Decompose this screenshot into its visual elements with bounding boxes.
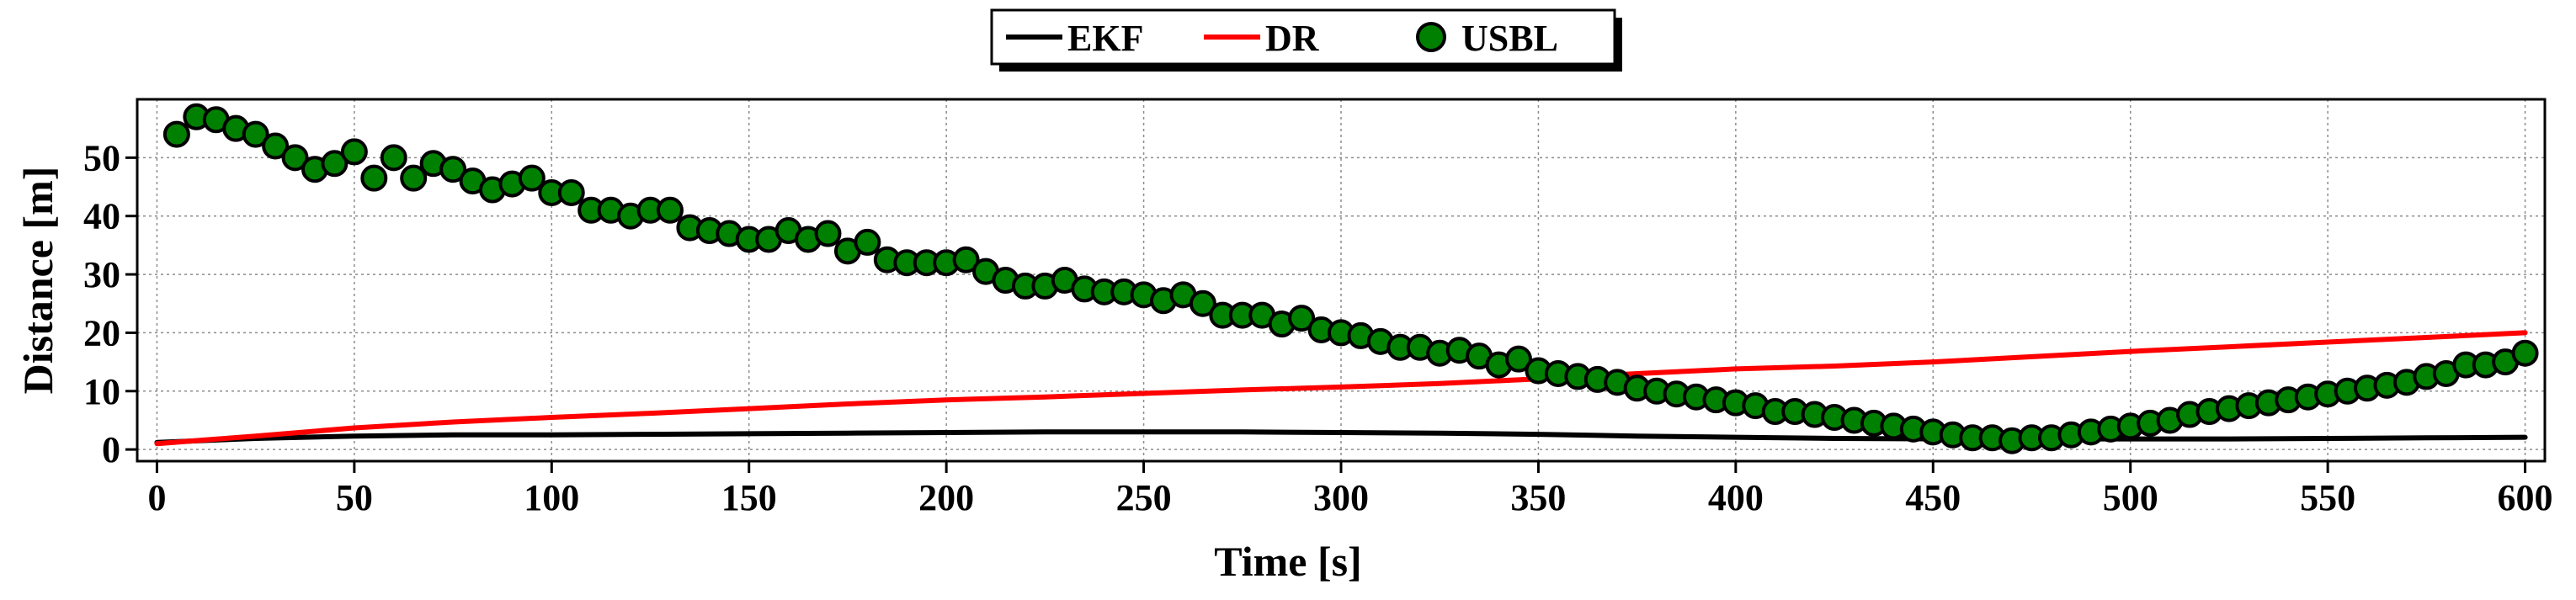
series-point-usbl bbox=[1288, 305, 1316, 332]
usbl-markers bbox=[162, 103, 2539, 454]
series-point-usbl bbox=[242, 120, 269, 148]
series-point-usbl bbox=[2511, 339, 2539, 367]
series-point-usbl bbox=[854, 228, 881, 256]
y-tick-label: 10 bbox=[83, 371, 120, 412]
series-point-usbl bbox=[281, 144, 309, 172]
series-point-usbl bbox=[439, 156, 467, 183]
legend-label-usbl: USBL bbox=[1461, 18, 1558, 59]
series-point-usbl bbox=[400, 164, 428, 192]
legend-frame bbox=[990, 8, 1616, 66]
series-point-usbl bbox=[360, 164, 388, 192]
x-tick-label: 100 bbox=[524, 477, 579, 518]
y-tick-label: 0 bbox=[102, 429, 120, 470]
legend: EKF DR USBL bbox=[990, 8, 1622, 72]
x-tick-label: 400 bbox=[1708, 477, 1764, 518]
series-line-dr bbox=[154, 330, 2528, 447]
series-point-usbl bbox=[952, 246, 980, 273]
series-point-usbl bbox=[162, 120, 190, 148]
y-tick-label: 40 bbox=[83, 196, 120, 237]
y-tick-label: 30 bbox=[83, 254, 120, 295]
x-axis-ticks: 0 50 100 150 200 250 300 350 400 450 500 550 600 bbox=[147, 461, 2553, 518]
legend-label-ekf: EKF bbox=[1067, 18, 1143, 59]
x-tick-label: 600 bbox=[2498, 477, 2553, 518]
y-tick-label: 20 bbox=[83, 312, 120, 353]
y-tick-label: 50 bbox=[83, 137, 120, 178]
plot-area: 0 50 100 150 200 250 300 350 400 450 500 550 600 0 10… bbox=[83, 98, 2553, 518]
x-tick-label: 300 bbox=[1313, 477, 1369, 518]
series-point-usbl bbox=[518, 164, 546, 192]
series-point-usbl bbox=[1189, 289, 1216, 317]
x-tick-label: 200 bbox=[918, 477, 974, 518]
x-tick-label: 150 bbox=[721, 477, 777, 518]
x-tick-label: 350 bbox=[1510, 477, 1566, 518]
series-point-usbl bbox=[340, 138, 368, 166]
y-axis-label: Distance [m] bbox=[14, 167, 61, 395]
x-tick-label: 0 bbox=[147, 477, 166, 518]
x-tick-label: 450 bbox=[1905, 477, 1961, 518]
series-point-usbl bbox=[557, 178, 585, 206]
x-tick-label: 500 bbox=[2103, 477, 2158, 518]
series-point-usbl bbox=[262, 132, 290, 160]
series-point-usbl bbox=[380, 144, 407, 172]
legend-swatch-usbl bbox=[1416, 22, 1446, 52]
series-point-usbl bbox=[321, 150, 349, 178]
legend-label-dr: DR bbox=[1265, 18, 1320, 59]
y-axis-ticks: 0 10 20 30 40 50 bbox=[83, 137, 137, 470]
x-tick-label: 50 bbox=[336, 477, 373, 518]
x-tick-label: 550 bbox=[2300, 477, 2355, 518]
x-axis-label: Time [s] bbox=[1214, 538, 1361, 585]
series-point-usbl bbox=[814, 220, 842, 247]
x-tick-label: 250 bbox=[1116, 477, 1172, 518]
series-point-usbl bbox=[1504, 345, 1532, 373]
series-point-usbl bbox=[656, 196, 684, 224]
